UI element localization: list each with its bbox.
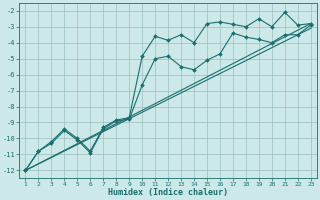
X-axis label: Humidex (Indice chaleur): Humidex (Indice chaleur) [108,188,228,197]
